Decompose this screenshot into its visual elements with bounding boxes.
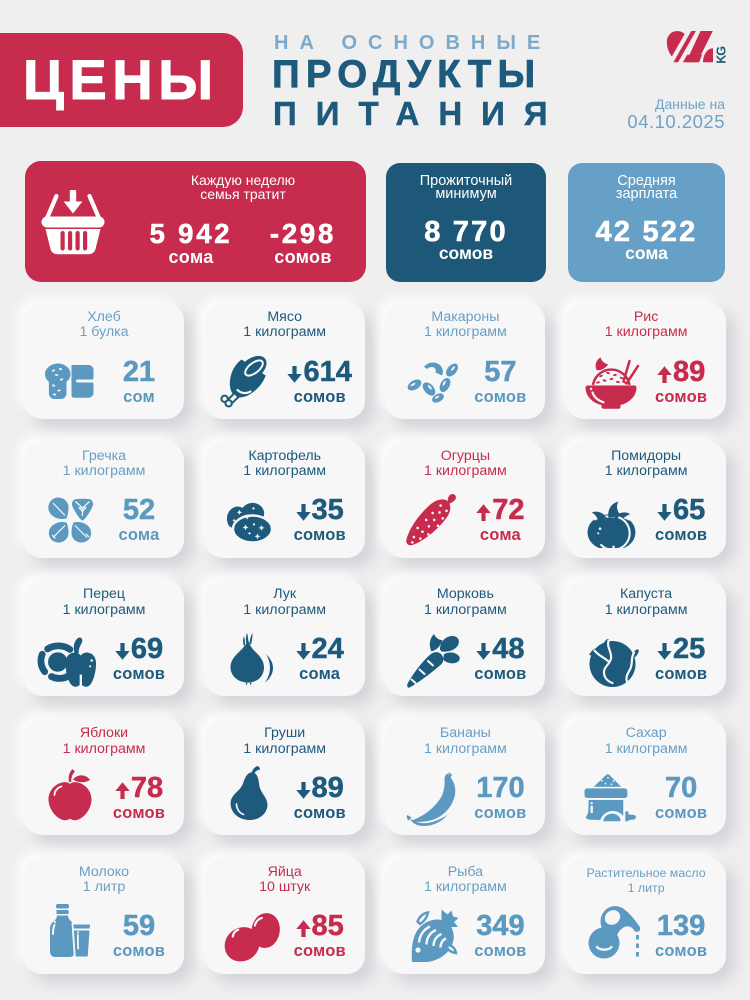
- svg-text:KG: KG: [715, 47, 728, 64]
